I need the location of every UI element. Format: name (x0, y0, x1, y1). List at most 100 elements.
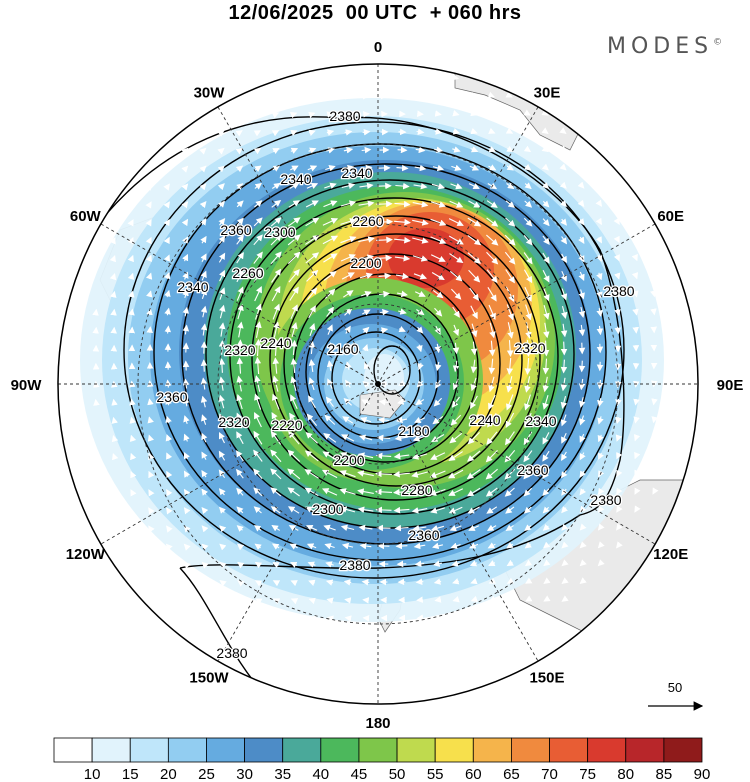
wind-vector (218, 488, 226, 496)
wind-vector (470, 146, 479, 153)
wind-vector (358, 434, 373, 441)
wind-vector (413, 273, 428, 280)
wind-vector (559, 163, 567, 171)
wind-vector (270, 251, 282, 265)
wind-vector (253, 487, 263, 497)
wind-vector (376, 200, 393, 208)
wind-vector (596, 254, 603, 262)
wind-vector (469, 91, 478, 99)
wind-vector (181, 218, 189, 227)
wind-vector (470, 359, 478, 374)
wind-vector (579, 523, 587, 531)
wind-vector (182, 289, 189, 299)
wind-vector (595, 199, 603, 207)
wind-vector (254, 303, 262, 320)
wind-vector (308, 341, 316, 354)
wind-vector (452, 128, 461, 135)
wind-vector (323, 253, 338, 263)
wind-vector (505, 524, 514, 532)
wind-vector (652, 487, 659, 495)
wind-vector (505, 200, 515, 208)
wind-vector (560, 323, 568, 338)
wind-vector (485, 450, 498, 463)
wind-vector (322, 218, 339, 226)
wind-vector (340, 254, 356, 262)
wind-vector (650, 290, 657, 298)
wind-vector (467, 506, 480, 514)
wind-vector (309, 323, 316, 337)
wind-vector (254, 356, 262, 375)
wind-vector (326, 147, 335, 154)
wind-vector (542, 395, 549, 410)
wind-vector (304, 450, 319, 462)
contour-label: 2220 (271, 417, 302, 433)
wind-vector (236, 431, 244, 445)
wind-vector (342, 561, 353, 568)
wind-vector (632, 308, 639, 316)
wind-vector (542, 340, 550, 357)
wind-vector (255, 598, 263, 605)
wind-vector (271, 94, 280, 101)
wind-vector (524, 412, 532, 428)
wind-vector (415, 578, 424, 586)
wind-vector (452, 342, 460, 355)
wind-vector (219, 598, 227, 605)
wind-vector (613, 181, 620, 189)
wind-vector (504, 449, 516, 463)
wind-vector (326, 342, 334, 353)
wind-vector (579, 415, 586, 426)
longitude-label-layer: 0 30E 60E 90E 120E 150E 180 150W 120W 90W 60W 30W (11, 39, 744, 732)
wind-vector (467, 252, 481, 264)
colorbar-label: 70 (541, 766, 558, 782)
wind-vector (561, 488, 568, 496)
wind-vector (308, 597, 316, 605)
wind-vector (434, 128, 443, 135)
wind-vector (577, 181, 585, 189)
wind-vector (130, 489, 137, 497)
wind-vector (342, 416, 354, 424)
wind-vector (487, 542, 496, 549)
wind-vector (467, 217, 482, 227)
wind-vector (129, 398, 136, 406)
wind-vector (434, 614, 442, 621)
wind-vector (412, 201, 429, 208)
longitude-label: 180 (365, 715, 390, 732)
wind-vector (506, 542, 514, 549)
wind-vector (487, 91, 496, 98)
wind-vector (560, 470, 568, 479)
wind-vector (360, 560, 371, 568)
wind-vector (270, 217, 282, 227)
contour-label: 2280 (401, 482, 432, 498)
wind-vector (431, 434, 445, 443)
wind-vector (290, 616, 299, 623)
wind-vector (253, 112, 261, 119)
map-title: 12/06/2025 00 UTC + 060 hrs (228, 2, 522, 24)
wind-vector (288, 525, 299, 532)
wind-vector (308, 395, 316, 409)
wind-vector (380, 327, 389, 334)
contour-label: 2380 (329, 108, 360, 124)
colorbar-swatch (320, 737, 360, 763)
wind-vector (395, 182, 410, 190)
wind-vector (218, 235, 226, 245)
wind-vector (615, 434, 623, 442)
wind-vector (579, 452, 586, 461)
wind-vector (374, 488, 393, 496)
wind-vector (417, 362, 424, 371)
wind-vector (325, 579, 334, 586)
colorbar-label: 35 (274, 766, 291, 782)
wind-vector (487, 413, 497, 428)
wind-vector (488, 358, 496, 375)
contour-label: 2260 (352, 213, 383, 229)
wind-vector (649, 271, 657, 280)
wind-vector (488, 560, 496, 566)
wind-vector (235, 450, 244, 462)
wind-vector (217, 165, 225, 173)
wind-vector (308, 111, 316, 119)
wind-vector (542, 523, 550, 531)
wind-vector (236, 251, 244, 264)
wind-vector (488, 164, 497, 171)
wind-vector (272, 598, 281, 605)
wind-vector (505, 127, 514, 134)
colorbar-swatch (587, 737, 627, 763)
